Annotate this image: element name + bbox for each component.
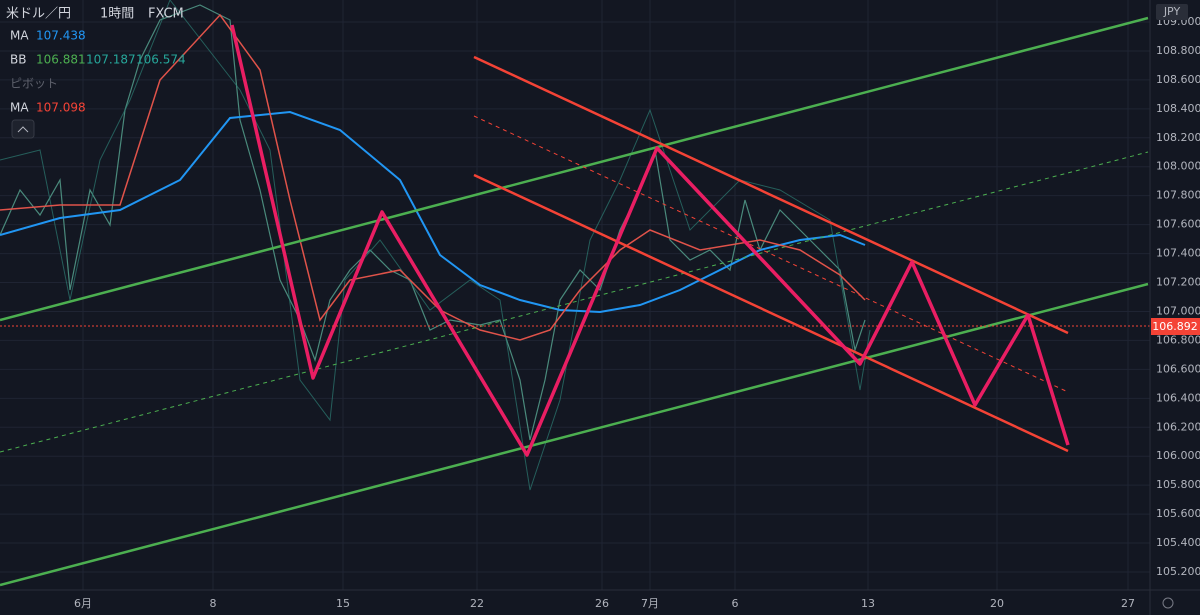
price-axis: 109.000108.800108.600108.400108.200108.0… xyxy=(1156,15,1200,578)
price-label: 108.200 xyxy=(1156,131,1200,144)
price-label: 105.200 xyxy=(1156,565,1200,578)
indicator-value: 107.438 xyxy=(36,29,86,43)
price-label: 106.000 xyxy=(1156,449,1200,462)
trend-line-dashed xyxy=(473,115,1069,393)
price-line xyxy=(0,4,866,441)
price-label: 108.600 xyxy=(1156,73,1200,86)
price-label: 105.600 xyxy=(1156,507,1200,520)
price-label: 106.800 xyxy=(1156,333,1200,346)
price-label: 108.800 xyxy=(1156,44,1200,57)
time-label: 6 xyxy=(732,597,739,610)
bollinger-band xyxy=(0,0,871,491)
source: FXCM xyxy=(148,7,184,22)
trend-line xyxy=(473,55,1069,335)
time-label: 8 xyxy=(210,597,217,610)
currency: JPY xyxy=(1163,5,1181,18)
indicator-legend: MA 107.438 BB 106.881 107.187 106.574 ピボット MA 10… xyxy=(10,29,186,115)
settings-icon[interactable] xyxy=(1162,597,1174,609)
price-label: 106.400 xyxy=(1156,391,1200,404)
indicator-value: 107.187 xyxy=(86,53,136,67)
price-label: 107.200 xyxy=(1156,276,1200,289)
time-label: 6月 xyxy=(74,597,92,610)
moving-average-red xyxy=(0,13,866,341)
time-label: 15 xyxy=(336,597,350,610)
indicator-value: 106.574 xyxy=(136,53,186,67)
indicator-name: ピボット xyxy=(10,77,58,91)
current-price: 106.892 xyxy=(1152,320,1198,333)
time-axis: 6月 8 15 22 26 7月 6 13 20 27 xyxy=(74,597,1135,610)
time-label: 26 xyxy=(595,597,609,610)
moving-average-blue xyxy=(0,110,866,314)
price-label: 107.600 xyxy=(1156,218,1200,231)
trend-line xyxy=(0,282,1149,587)
price-label: 107.400 xyxy=(1156,247,1200,260)
current-price-box xyxy=(1151,318,1200,335)
collapse-icon xyxy=(17,126,29,133)
price-label: 106.200 xyxy=(1156,420,1200,433)
time-label: 27 xyxy=(1121,597,1135,610)
currency-box xyxy=(1156,4,1188,20)
trend-line xyxy=(473,173,1069,453)
interval: 1時間 xyxy=(100,7,134,22)
indicator-name: MA xyxy=(10,101,29,115)
symbol: 米ドル／円 xyxy=(6,7,71,22)
trend-line xyxy=(0,16,1149,322)
indicator-value: 106.881 xyxy=(36,53,86,67)
price-label: 108.000 xyxy=(1156,160,1200,173)
collapse-button[interactable] xyxy=(11,119,35,139)
trend-line-dashed xyxy=(0,151,1149,453)
price-label: 106.600 xyxy=(1156,362,1200,375)
indicator-value: 107.098 xyxy=(36,101,86,115)
price-label: 105.400 xyxy=(1156,536,1200,549)
time-label: 13 xyxy=(861,597,875,610)
indicator-name: MA xyxy=(10,29,29,43)
zigzag xyxy=(230,24,1070,457)
price-label: 105.800 xyxy=(1156,478,1200,491)
indicator-name: BB xyxy=(10,53,26,67)
price-label: 108.400 xyxy=(1156,102,1200,115)
price-label: 107.800 xyxy=(1156,189,1200,202)
time-label: 22 xyxy=(470,597,484,610)
time-label: 7月 xyxy=(641,597,659,610)
price-label: 107.000 xyxy=(1156,304,1200,317)
time-label: 20 xyxy=(990,597,1004,610)
